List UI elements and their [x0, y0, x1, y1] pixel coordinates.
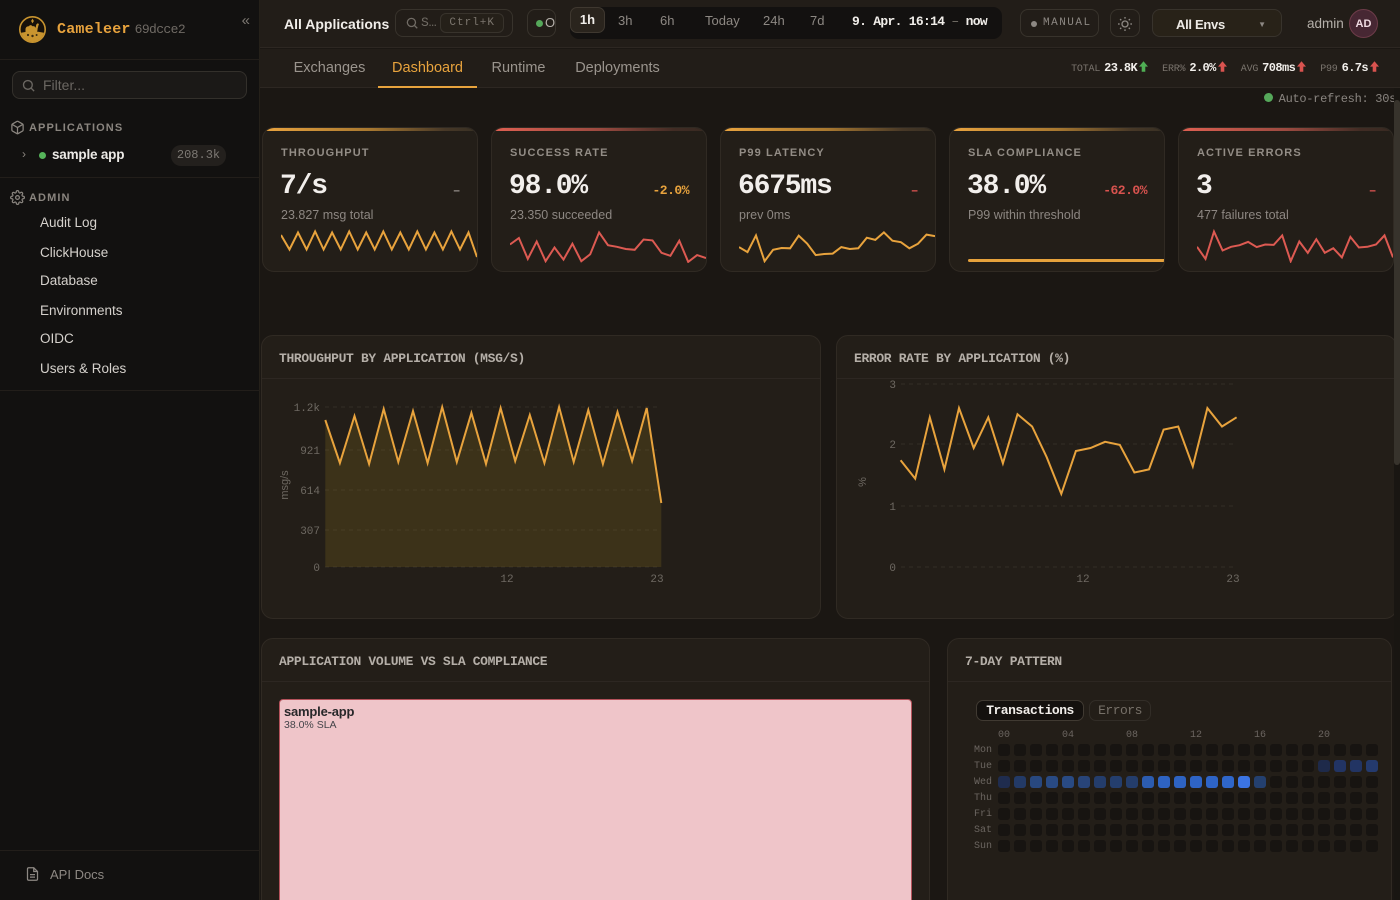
- svg-text:614: 614: [300, 486, 320, 498]
- svg-text:307: 307: [300, 526, 320, 538]
- svg-text:msg/s: msg/s: [279, 470, 291, 500]
- svg-text:2: 2: [889, 440, 896, 452]
- svg-text:0: 0: [313, 563, 320, 575]
- svg-text:3: 3: [889, 380, 896, 392]
- svg-text:23: 23: [650, 574, 663, 586]
- svg-text:12: 12: [500, 574, 513, 586]
- svg-text:1: 1: [889, 502, 896, 514]
- svg-text:0: 0: [889, 563, 896, 575]
- svg-text:1.2k: 1.2k: [294, 403, 321, 415]
- svg-text:12: 12: [1076, 574, 1089, 586]
- svg-text:921: 921: [300, 446, 320, 458]
- svg-text:%: %: [857, 477, 869, 487]
- svg-text:23: 23: [1226, 574, 1239, 586]
